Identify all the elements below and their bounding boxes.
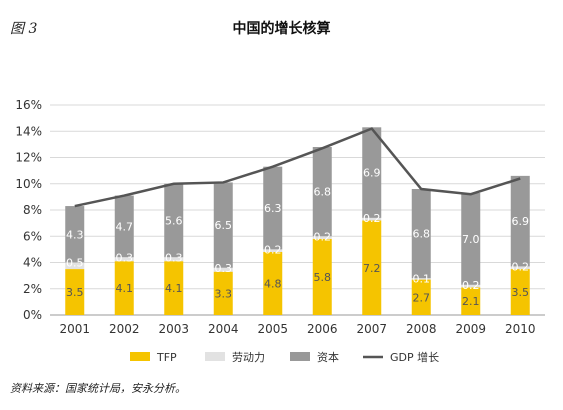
legend-swatch — [290, 352, 310, 361]
figure-label: 图 3 — [10, 21, 38, 37]
legend-label: GDP 增长 — [390, 350, 439, 364]
bar-segment — [65, 206, 85, 263]
bar-segment — [114, 257, 134, 262]
y-tick-label: 16% — [15, 98, 42, 112]
data-label: 7.0 — [462, 233, 480, 246]
bar-segment — [213, 271, 233, 315]
data-label: 0.1 — [413, 272, 431, 285]
data-label: 4.1 — [165, 282, 183, 295]
data-label: 4.8 — [264, 278, 282, 291]
bar-segment — [510, 175, 530, 267]
bar-segment — [510, 269, 530, 315]
legend-swatch — [130, 352, 150, 361]
x-tick-label: 2004 — [208, 322, 239, 336]
bar-segment — [263, 252, 283, 315]
bar-segment — [510, 266, 530, 270]
data-label: 6.3 — [264, 202, 282, 215]
x-tick-label: 2006 — [307, 322, 338, 336]
bar-segment — [362, 220, 382, 315]
x-tick-label: 2001 — [59, 322, 90, 336]
data-label: 5.8 — [314, 271, 332, 284]
data-label: 6.8 — [413, 228, 431, 241]
y-tick-label: 14% — [15, 124, 42, 138]
data-label: 7.2 — [363, 262, 381, 275]
bar-segment — [362, 127, 382, 218]
x-tick-label: 2010 — [505, 322, 536, 336]
bar-segment — [461, 192, 481, 285]
x-tick-label: 2009 — [455, 322, 486, 336]
bar-segment — [312, 236, 332, 239]
bar-segment — [114, 195, 134, 258]
bar-segment — [213, 267, 233, 272]
bar-segment — [65, 269, 85, 315]
bar-segment — [164, 261, 184, 315]
data-label: 3.5 — [512, 286, 530, 299]
legend-swatch — [205, 352, 225, 361]
data-label: 0.2 — [462, 279, 480, 292]
data-label: 0.2 — [314, 230, 332, 243]
bar-segment — [114, 261, 134, 315]
y-tick-label: 0% — [23, 308, 42, 322]
data-label: 2.7 — [413, 291, 431, 304]
gdp-growth-line — [74, 127, 521, 208]
legend-label: 劳动力 — [232, 351, 265, 364]
data-label: 0.3 — [215, 262, 233, 275]
data-label: 0.3 — [116, 251, 134, 264]
y-tick-label: 4% — [23, 256, 42, 270]
bar-segment — [263, 249, 283, 252]
bar-segment — [213, 182, 233, 268]
data-label: 6.9 — [363, 167, 381, 180]
source-note: 资料来源：国家统计局，安永分析。 — [10, 382, 186, 395]
bar-segment — [312, 238, 332, 315]
x-tick-label: 2003 — [158, 322, 189, 336]
bar-segment — [411, 278, 431, 280]
data-label: 0.2 — [264, 243, 282, 256]
legend-label: 资本 — [317, 350, 339, 364]
x-tick-label: 2008 — [406, 322, 437, 336]
y-tick-label: 10% — [15, 177, 42, 191]
bar-segment — [362, 217, 382, 221]
bar-segment — [411, 279, 431, 315]
y-tick-label: 8% — [23, 203, 42, 217]
bar-segment — [312, 147, 332, 237]
bar-segment — [263, 166, 283, 250]
bar-segment — [164, 183, 184, 258]
bar-segment — [411, 189, 431, 279]
data-label: 0.2 — [512, 260, 530, 273]
y-tick-label: 12% — [15, 151, 42, 165]
data-label: 0.3 — [165, 251, 183, 264]
y-tick-label: 6% — [23, 229, 42, 243]
bar-segment — [461, 287, 481, 315]
data-label: 5.6 — [165, 215, 183, 228]
data-label: 0.2 — [363, 212, 381, 225]
chart-title: 中国的增长核算 — [232, 21, 331, 37]
data-label: 4.7 — [116, 220, 134, 233]
x-tick-label: 2002 — [109, 322, 140, 336]
data-label: 6.8 — [314, 186, 332, 199]
x-tick-label: 2005 — [257, 322, 288, 336]
data-label: 4.1 — [116, 282, 134, 295]
data-label: 4.3 — [66, 228, 84, 241]
data-label: 6.5 — [215, 219, 233, 232]
legend-label: TFP — [156, 351, 177, 364]
data-label: 6.9 — [512, 215, 530, 228]
data-label: 3.5 — [66, 286, 84, 299]
bar-segment — [65, 262, 85, 270]
data-label: 2.1 — [462, 295, 480, 308]
x-tick-label: 2007 — [356, 322, 387, 336]
bar-segment — [461, 284, 481, 288]
y-tick-label: 2% — [23, 282, 42, 296]
data-label: 0.5 — [66, 257, 84, 270]
data-label: 3.3 — [215, 287, 233, 300]
bar-segment — [164, 257, 184, 262]
